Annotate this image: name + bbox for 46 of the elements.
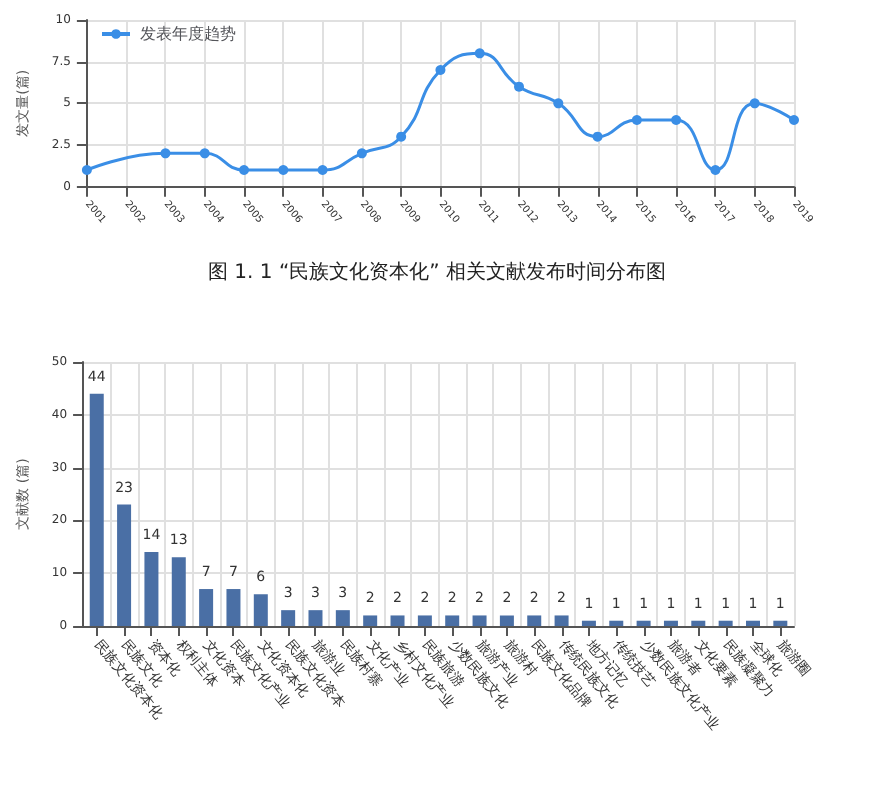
point [592, 131, 603, 142]
point [474, 48, 485, 59]
point [749, 98, 760, 109]
point [160, 148, 171, 159]
bar [445, 615, 460, 626]
point [631, 115, 642, 126]
point [553, 98, 564, 109]
point [199, 148, 210, 159]
bar [281, 610, 296, 626]
point [514, 81, 525, 92]
bar [171, 557, 186, 626]
bar [499, 615, 514, 626]
point [396, 131, 407, 142]
point [710, 165, 721, 176]
bar [253, 594, 268, 626]
point [671, 115, 682, 126]
bar [144, 552, 159, 626]
bar [89, 393, 104, 626]
bar [718, 620, 733, 626]
bar [308, 610, 323, 626]
bar [390, 615, 405, 626]
point [789, 115, 799, 126]
bar [581, 620, 596, 626]
caption: 图 1. 1 “民族文化资本化” 相关文献发布时间分布图 [206, 259, 668, 286]
bar [691, 620, 706, 626]
bar [554, 615, 569, 626]
point [81, 165, 92, 176]
legend-label: 发表年度趋势 [140, 25, 236, 43]
bar [335, 610, 350, 626]
bar [417, 615, 432, 626]
bar [745, 620, 760, 626]
point [239, 165, 250, 176]
bar [472, 615, 487, 626]
point [356, 148, 367, 159]
bar [773, 620, 788, 626]
bar [226, 589, 241, 626]
point [435, 65, 446, 76]
bar [636, 620, 651, 626]
point [317, 165, 328, 176]
bar [663, 620, 678, 626]
bar [363, 615, 378, 626]
point [278, 165, 289, 176]
bar [117, 504, 132, 626]
bar [199, 589, 214, 626]
bar [527, 615, 542, 626]
bar [609, 620, 624, 626]
